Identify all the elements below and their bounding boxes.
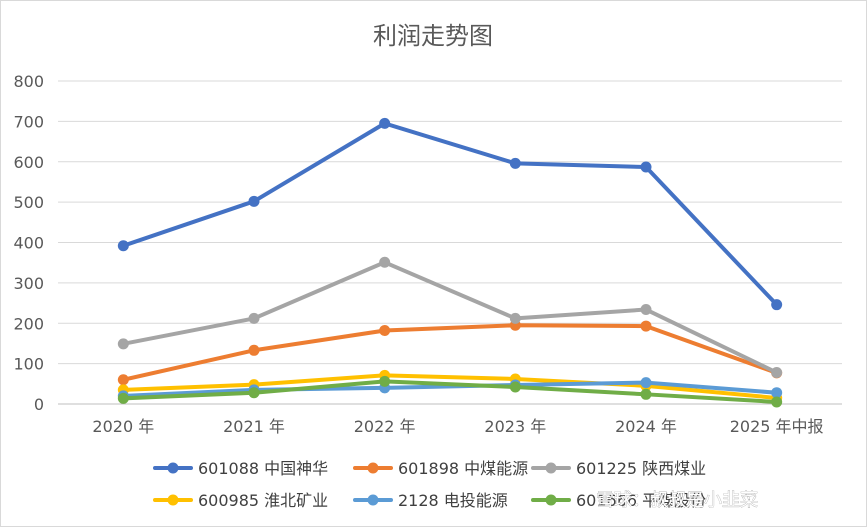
series-2 [117,256,783,379]
data-point [771,387,783,399]
y-tick-label: 300 [13,274,44,293]
legend-swatch-marker [367,462,379,474]
y-tick-label: 800 [13,72,44,91]
data-point [771,396,783,408]
x-tick-label: 2021 年 [223,417,285,436]
legend-item: 601225 陕西煤业 [531,459,706,478]
y-tick-label: 700 [13,112,44,131]
x-tick-label: 2023 年 [484,417,546,436]
x-tick-label: 2022 年 [354,417,416,436]
data-point [379,256,391,268]
legend-label: 601898 中煤能源 [398,459,528,478]
data-point [509,312,521,324]
watermark-text: 雪球：叔叔是小韭菜 [596,490,758,511]
data-point [640,377,652,389]
series-line [121,323,779,382]
data-point [640,161,652,173]
legend-label: 2128 电投能源 [398,491,508,510]
y-tick-label: 200 [13,314,44,333]
data-point [117,338,129,350]
legend-label: 601225 陕西煤业 [576,459,706,478]
data-point [248,312,260,324]
y-tick-label: 600 [13,153,44,172]
legend-swatch-marker [167,494,179,506]
data-point [379,117,391,129]
legend-item: 601666 平煤股份 [531,491,706,510]
data-point [248,195,260,207]
legend-swatch-marker [167,462,179,474]
series-line [121,373,779,400]
data-point [248,387,260,399]
data-point [640,304,652,316]
legend-item: 601088 中国神华 [153,459,328,478]
data-point [117,240,129,252]
series-5 [117,375,783,408]
y-tick-label: 500 [13,193,44,212]
series-0 [117,117,783,311]
legend-swatch-marker [545,462,557,474]
legend-swatch-marker [367,494,379,506]
legend-swatch-marker [545,494,557,506]
x-tick-label: 2024 年 [615,417,677,436]
series-line [121,260,779,375]
data-point [248,344,260,356]
x-tick-label: 2025 年中报 [730,417,824,436]
legend-label: 601088 中国神华 [198,459,328,478]
data-point [640,320,652,332]
chart-title: 利润走势图 [373,22,493,50]
data-point [771,299,783,311]
legend-label: 600985 淮北矿业 [198,491,328,510]
legend-item: 2128 电投能源 [353,491,508,510]
data-point [509,381,521,393]
series-line [121,379,779,404]
data-point [379,375,391,387]
x-tick-label: 2020 年 [92,417,154,436]
series-line [121,380,779,398]
legend-item: 601898 中煤能源 [353,459,528,478]
data-point [771,367,783,379]
series-line [121,121,779,307]
data-point [117,374,129,386]
y-tick-label: 0 [34,395,44,414]
data-point [379,325,391,337]
data-point [640,388,652,400]
legend-item: 600985 淮北矿业 [153,491,328,510]
data-point [509,157,521,169]
y-tick-label: 400 [13,234,44,253]
y-tick-label: 100 [13,355,44,374]
data-point [117,392,129,404]
legend-label: 601666 平煤股份 [576,491,706,510]
